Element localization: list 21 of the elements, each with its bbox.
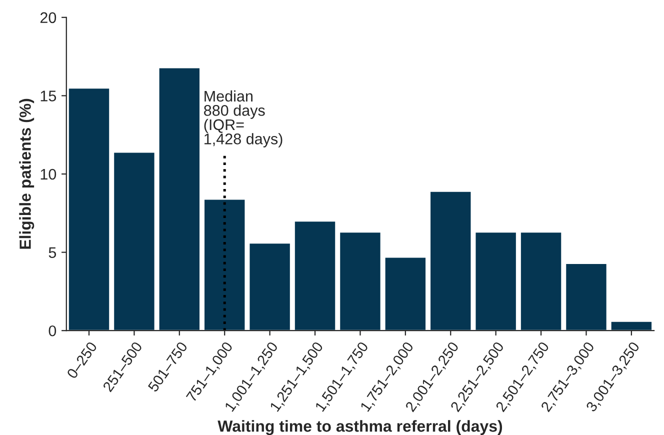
y-tick-label: 20 xyxy=(40,12,56,24)
bar xyxy=(610,320,653,331)
bar xyxy=(520,231,563,331)
x-axis-title: Waiting time to asthma referral (days) xyxy=(218,420,502,435)
bar xyxy=(68,87,110,331)
y-tick-label: 10 xyxy=(40,168,56,180)
bar xyxy=(474,231,518,331)
bar xyxy=(429,190,472,331)
bar xyxy=(248,242,292,331)
bar xyxy=(294,220,337,331)
y-axis-title: Eligible patients (%) xyxy=(19,98,34,249)
bar xyxy=(338,231,382,331)
y-tick-label: 5 xyxy=(48,247,56,258)
bar xyxy=(564,262,608,331)
bar xyxy=(203,198,246,331)
annotation: Median 880 days (IQR= 1,428 days) xyxy=(204,90,282,148)
y-tick-label: 15 xyxy=(40,90,56,102)
bar xyxy=(112,151,156,331)
bar xyxy=(158,66,201,331)
bar xyxy=(384,256,427,331)
y-tick-label: 0 xyxy=(48,325,56,336)
